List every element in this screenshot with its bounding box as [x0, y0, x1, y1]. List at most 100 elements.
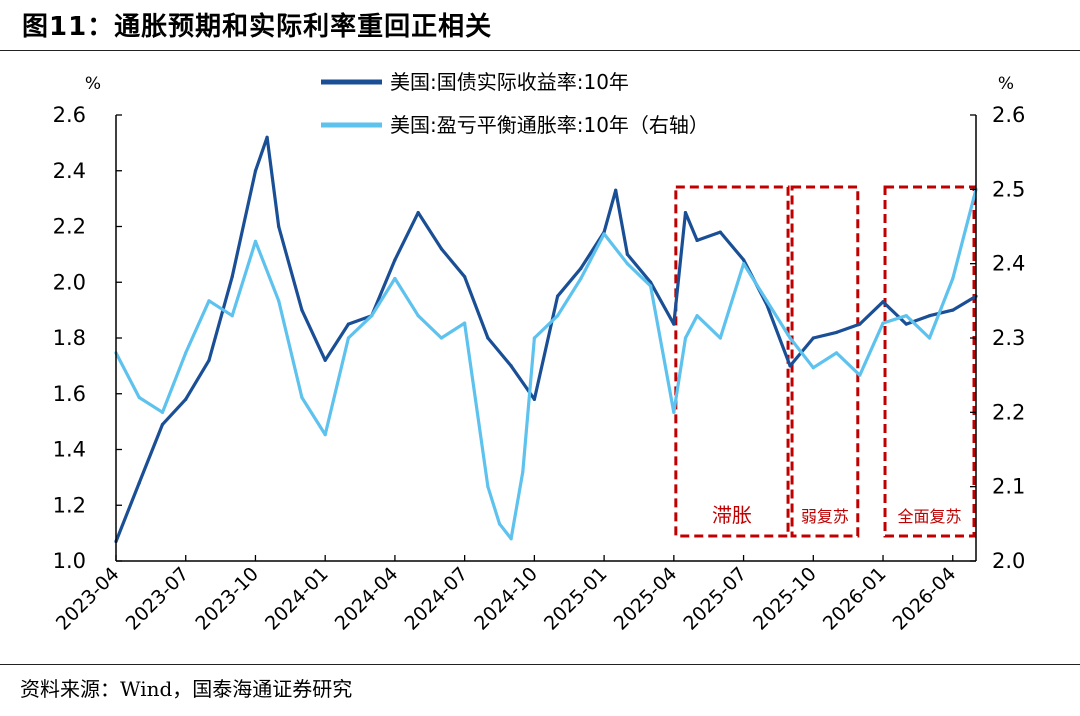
series-point: [416, 210, 420, 215]
series-point: [300, 395, 304, 400]
series-point: [463, 321, 467, 325]
annotation-label: 全面复苏: [898, 507, 962, 526]
x-tick-label: 2025-07: [679, 563, 751, 635]
series-point: [346, 336, 351, 340]
series-point: [683, 210, 688, 215]
series-point: [788, 364, 792, 368]
series-point: [416, 314, 420, 318]
annotation-box: [790, 185, 860, 538]
series-point: [486, 336, 490, 340]
legend-label: 美国:盈亏平衡通胀率:10年（右轴）: [390, 113, 709, 137]
series-point: [137, 481, 141, 485]
series-point: [230, 275, 234, 279]
series-point: [497, 522, 502, 526]
x-tick-label: 2024-01: [261, 563, 333, 635]
series-point: [370, 314, 374, 318]
series-point: [509, 364, 513, 368]
left-axis-unit: %: [85, 74, 101, 94]
series-point: [695, 238, 699, 243]
series-point: [927, 336, 932, 340]
left-tick-label: 1.8: [53, 326, 86, 350]
series-point: [718, 336, 722, 340]
footer-rule: [0, 664, 1080, 665]
series-point: [648, 284, 653, 288]
series-point: [184, 351, 188, 355]
source-note: 资料来源：Wind，国泰海通证券研究: [20, 677, 353, 701]
series-point: [904, 314, 908, 318]
series-point: [277, 299, 281, 303]
annotation-label: 弱复苏: [801, 507, 849, 526]
x-tick-label: 2025-10: [749, 563, 821, 635]
series-point: [532, 336, 536, 340]
series-point: [207, 358, 211, 362]
right-tick-label: 2.3: [992, 326, 1025, 350]
series-point: [765, 299, 769, 303]
title-rule: [0, 50, 1080, 51]
right-tick-label: 2.5: [992, 177, 1025, 201]
series-point: [253, 169, 258, 173]
series-point: [788, 336, 792, 340]
series-point: [521, 470, 525, 474]
series-point: [579, 276, 583, 281]
series-point: [579, 266, 583, 270]
series-point: [741, 258, 746, 262]
left-tick-label: 1.4: [53, 438, 86, 462]
left-tick-label: 2.4: [53, 159, 86, 183]
x-tick-label: 2024-10: [470, 563, 542, 635]
series-point: [463, 275, 467, 279]
series-line-breakeven: [114, 188, 978, 541]
series-point: [951, 276, 955, 281]
series-point: [323, 433, 327, 437]
annotation-label: 滞胀: [712, 503, 752, 527]
series-point: [439, 247, 444, 251]
x-tick-label: 2024-07: [400, 563, 472, 635]
series-point: [137, 395, 141, 400]
series-point: [834, 351, 839, 355]
series-point: [509, 537, 513, 541]
series-point: [811, 366, 815, 370]
left-tick-label: 2.2: [53, 215, 86, 239]
right-tick-label: 2.2: [992, 400, 1025, 424]
annotation-box: [883, 185, 976, 538]
series-point: [881, 300, 885, 304]
series-point: [881, 321, 885, 325]
x-tick-label: 2025-01: [540, 563, 612, 635]
series-point: [265, 135, 269, 139]
series-point: [323, 358, 327, 362]
x-tick-label: 2023-07: [122, 563, 194, 635]
series-point: [614, 188, 618, 192]
right-tick-label: 2.4: [992, 252, 1025, 276]
x-tick-label: 2023-10: [191, 563, 263, 635]
series-point: [625, 262, 629, 266]
series-point: [834, 330, 839, 335]
x-tick-label: 2026-04: [889, 563, 961, 635]
left-tick-label: 1.2: [53, 493, 86, 517]
series-point: [160, 422, 165, 427]
series-point: [904, 322, 908, 326]
left-tick-label: 1.0: [53, 549, 86, 573]
x-tick-label: 2023-04: [52, 563, 124, 635]
line-chart: 滞胀 弱复苏 全面复苏 % % 1.0 1.2 1.4 1.6 1.8 2.0 2.2 2.4 2.6 2…: [52, 70, 1026, 635]
series-point: [300, 308, 304, 312]
legend-label: 美国:国债实际收益率:10年: [390, 70, 629, 94]
series-point: [672, 410, 676, 414]
figure-title: 图11：通胀预期和实际利率重回正相关: [22, 12, 493, 42]
series-point: [858, 322, 862, 326]
x-tick-label: 2026-01: [819, 563, 891, 635]
right-tick-label: 2.6: [992, 103, 1025, 127]
series-point: [672, 322, 676, 326]
series-point: [207, 299, 211, 303]
series-point: [602, 232, 606, 236]
series-point: [811, 336, 815, 340]
series-point: [532, 397, 536, 401]
series-point: [695, 314, 699, 318]
series-lines: [114, 135, 978, 544]
series-point: [683, 336, 688, 340]
series-point: [439, 336, 444, 340]
x-tick-label: 2025-04: [610, 563, 682, 635]
series-point: [393, 258, 397, 262]
series-point: [951, 308, 955, 312]
series-point: [253, 239, 258, 243]
series-point: [277, 224, 281, 229]
